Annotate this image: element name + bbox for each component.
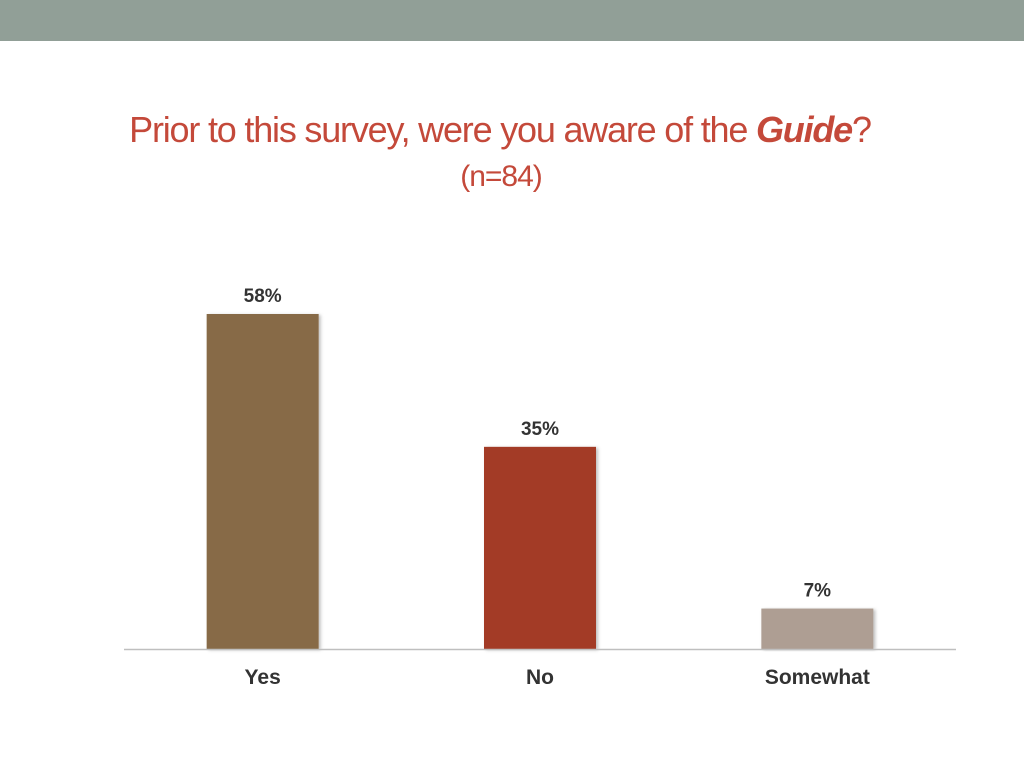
title-emphasis: Guide [755, 109, 853, 150]
title-suffix: ? [852, 109, 872, 150]
chart-subtitle: (n=84) [460, 160, 543, 193]
category-label-somewhat: Somewhat [765, 666, 870, 689]
bar-no [484, 446, 596, 649]
value-label-somewhat: 7% [804, 581, 832, 602]
value-label-no: 35% [521, 419, 559, 440]
top-bar [0, 0, 1024, 41]
bar-somewhat [761, 608, 874, 649]
chart-title: Prior to this survey, were you aware of … [0, 104, 1000, 198]
category-label-yes: Yes [245, 666, 281, 689]
labels-layer: 58% Yes 35% No 7% Somewhat [244, 286, 870, 689]
title-line: Prior to this survey, were you aware of … [0, 104, 1000, 156]
bar-yes [206, 314, 319, 649]
category-label-no: No [526, 666, 554, 689]
value-label-yes: 58% [244, 286, 282, 307]
title-prefix: Prior to this survey, were you aware of … [129, 109, 756, 150]
bars-layer [206, 314, 874, 649]
